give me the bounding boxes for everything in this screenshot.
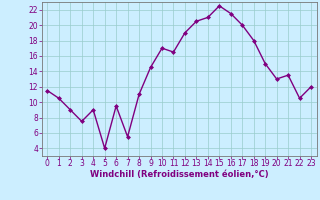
X-axis label: Windchill (Refroidissement éolien,°C): Windchill (Refroidissement éolien,°C)	[90, 170, 268, 179]
